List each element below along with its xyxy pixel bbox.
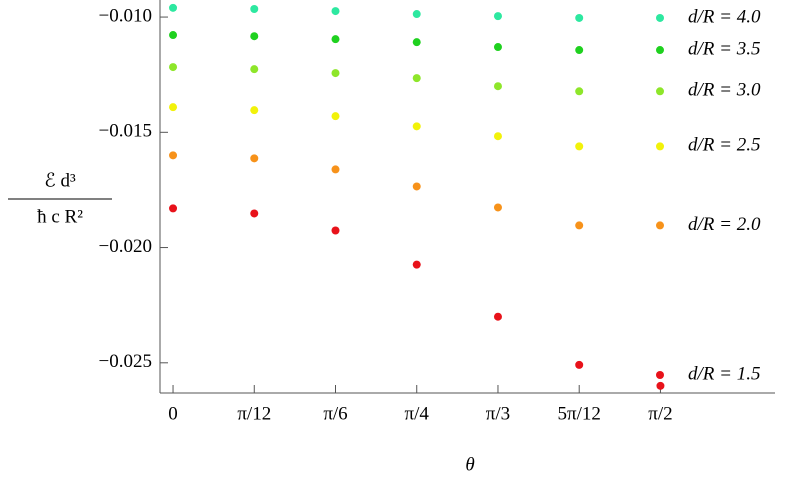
data-point xyxy=(250,4,259,13)
y-axis-label-denominator: ħ c R² xyxy=(37,206,83,227)
data-point xyxy=(493,43,502,52)
x-axis-label: θ xyxy=(465,454,474,475)
data-point xyxy=(575,87,584,96)
x-tick-label: 0 xyxy=(168,403,178,424)
data-point xyxy=(331,35,340,44)
data-point xyxy=(169,3,178,12)
legend-label: d/R = 2.5 xyxy=(688,135,760,156)
data-point xyxy=(493,203,502,212)
legend-marker xyxy=(656,142,664,151)
x-tick-label: π/2 xyxy=(648,403,672,424)
data-point xyxy=(169,204,178,213)
x-tick-label: π/4 xyxy=(405,403,430,424)
y-tick-label: −0.010 xyxy=(99,5,152,26)
data-point xyxy=(331,7,340,16)
legend-label: d/R = 3.5 xyxy=(688,38,760,59)
legend-marker xyxy=(656,371,664,379)
y-tick-label: −0.025 xyxy=(99,351,152,372)
data-point xyxy=(169,151,178,160)
data-point xyxy=(250,65,259,74)
data-point xyxy=(331,226,340,235)
legend-label: d/R = 2.0 xyxy=(688,214,761,235)
x-tick-label: π/12 xyxy=(237,403,271,424)
data-point xyxy=(412,122,421,131)
data-point xyxy=(575,221,584,230)
y-tick-label: −0.015 xyxy=(99,121,152,142)
legend-label: d/R = 4.0 xyxy=(688,6,761,27)
data-point xyxy=(412,260,421,269)
data-point xyxy=(331,165,340,174)
x-tick-label: 5π/12 xyxy=(558,403,601,424)
data-point xyxy=(575,13,584,22)
data-point xyxy=(331,112,340,121)
data-point xyxy=(656,381,665,390)
data-point xyxy=(250,209,259,218)
y-tick-label: −0.020 xyxy=(99,236,152,257)
legend-label: d/R = 3.0 xyxy=(688,80,761,101)
data-point xyxy=(493,82,502,91)
legend-marker xyxy=(656,221,664,230)
legend-marker xyxy=(656,13,664,22)
data-point xyxy=(493,132,502,141)
data-point xyxy=(250,106,259,115)
y-axis-label-numerator: ℰ d³ xyxy=(44,170,76,191)
data-point xyxy=(412,10,421,19)
data-point xyxy=(575,142,584,151)
legend-marker xyxy=(656,46,664,55)
data-point xyxy=(169,31,178,40)
data-point xyxy=(412,182,421,191)
data-point xyxy=(169,63,178,72)
data-point xyxy=(250,154,259,163)
data-point xyxy=(575,360,584,369)
data-point xyxy=(575,46,584,55)
legend-label: d/R = 1.5 xyxy=(688,363,760,384)
legend-marker xyxy=(656,87,664,96)
x-tick-label: π/6 xyxy=(323,403,347,424)
x-tick-label: π/3 xyxy=(486,403,510,424)
data-point xyxy=(412,38,421,47)
data-point xyxy=(412,74,421,83)
data-point xyxy=(493,12,502,21)
data-point xyxy=(493,312,502,321)
data-point xyxy=(331,69,340,78)
data-point xyxy=(250,32,259,41)
data-point xyxy=(169,103,178,112)
